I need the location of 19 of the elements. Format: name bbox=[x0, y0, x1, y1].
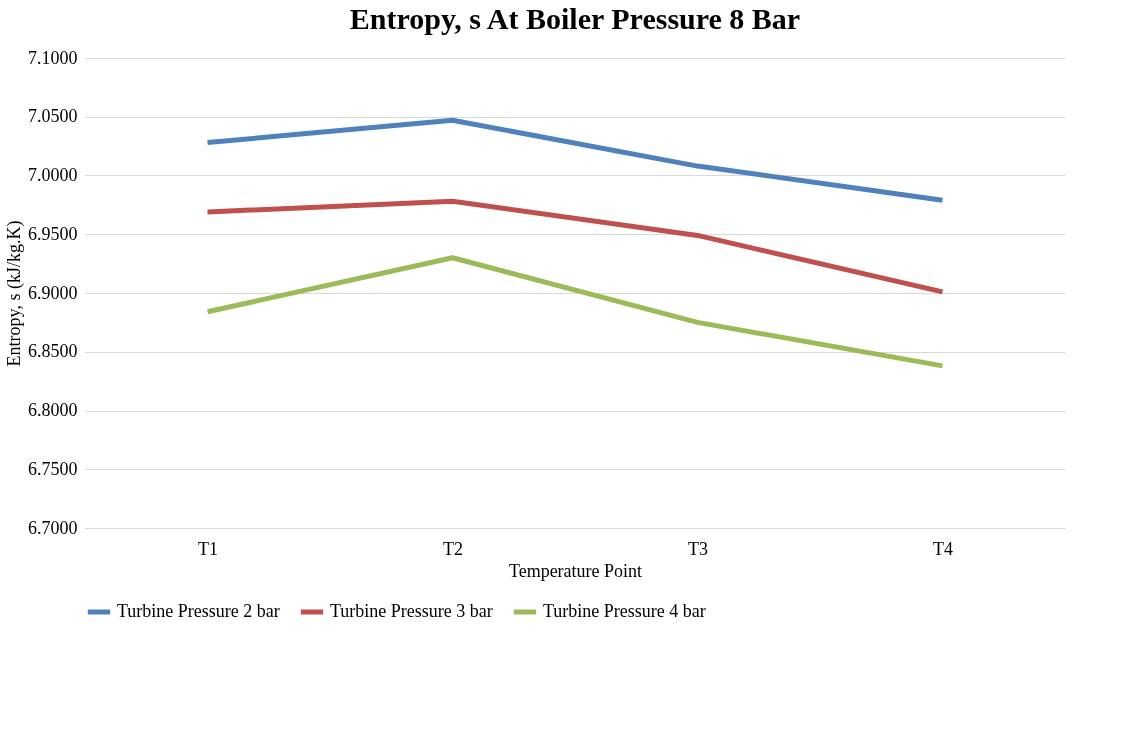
x-tick-label: T4 bbox=[933, 538, 953, 559]
y-tick-label: 6.9500 bbox=[28, 223, 78, 244]
y-tick-label: 6.9000 bbox=[28, 282, 78, 303]
legend-label: Turbine Pressure 2 bar bbox=[117, 601, 280, 621]
chart-title: Entropy, s At Boiler Pressure 8 Bar bbox=[349, 2, 801, 35]
y-tick-label: 7.1000 bbox=[28, 47, 78, 68]
x-tick-label: T3 bbox=[688, 538, 708, 559]
x-tick-label: T2 bbox=[443, 538, 463, 559]
y-tick-label: 6.8000 bbox=[28, 400, 78, 420]
x-axis-title: Temperature Point bbox=[508, 560, 643, 581]
legend-label: Turbine Pressure 4 bar bbox=[543, 601, 706, 621]
y-tick-label: 6.7000 bbox=[28, 517, 78, 538]
x-tick-label: T1 bbox=[198, 538, 218, 559]
y-tick-label: 7.0500 bbox=[28, 106, 78, 127]
legend-label: Turbine Pressure 3 bar bbox=[330, 601, 493, 621]
y-tick-label: 6.8500 bbox=[28, 341, 78, 362]
y-axis-title: Entropy, s (kJ/kg.K) bbox=[4, 220, 25, 367]
y-tick-label: 7.0000 bbox=[28, 165, 78, 185]
y-tick-label: 6.7500 bbox=[28, 458, 78, 479]
